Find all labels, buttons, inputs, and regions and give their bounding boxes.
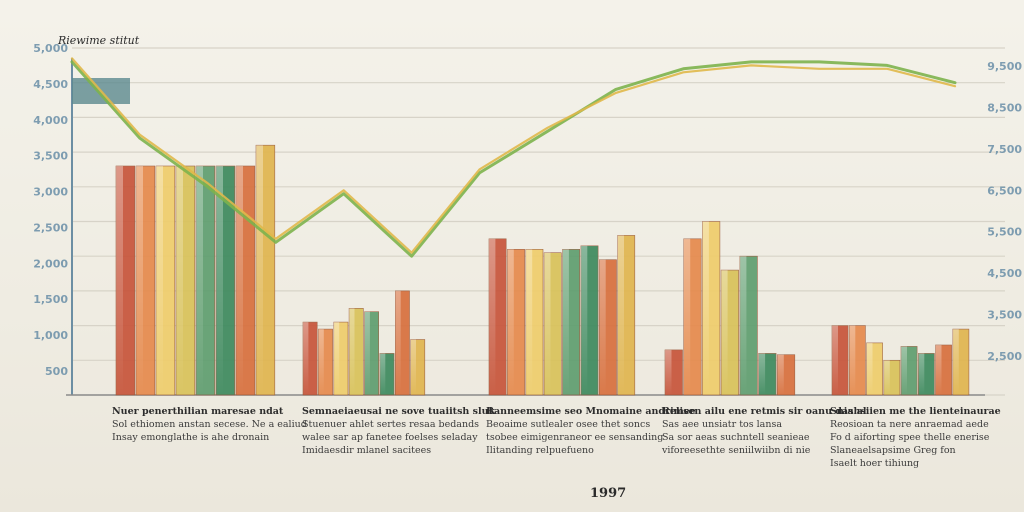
y-tick-label-left: 3,000 [33,186,68,199]
group-caption: Ilitanding relpuefueno [486,445,594,456]
y-tick-label-right: 7,500 [987,143,1022,156]
group-caption: Sniahsiien me the lienteinaurae [830,406,1001,417]
bar-highlight [256,145,263,395]
y-tick-label-left: 1,500 [33,293,68,306]
bar-highlight [136,166,143,395]
bar-highlight [216,166,223,395]
group-caption: Relisen ailu ene retmis sir oanu das al [662,406,867,417]
bar-highlight [739,256,747,395]
y-tick-label-left: 2,500 [33,221,68,234]
bar-highlight [562,249,569,395]
y-tick-label-right: 3,500 [987,309,1022,322]
bar-highlight [196,166,203,395]
bar-highlight [935,345,942,395]
bar-highlight [489,238,496,395]
group-caption: Isaelt hoer tihiung [830,458,919,469]
y-tick-label-right: 8,500 [987,101,1022,114]
bar-highlight [683,238,691,395]
bar-highlight [617,235,624,395]
bar-highlight [236,166,243,395]
bar-highlight [580,245,588,395]
x-axis-caption: 1997 [590,486,626,501]
group-caption: Imidaesdir mlanel sacitees [302,445,431,456]
y-tick-label-left: 3,500 [33,150,68,163]
group-caption: viforeesethte seniilwiibn di nie [661,445,811,456]
bar-highlight [883,360,890,395]
group-captions: Nuer penerthilian maresae ndat Sol ethiom… [112,406,1001,469]
bar-highlight [116,166,123,395]
bar-highlight [866,342,873,395]
group-caption: Insay emonglathe is ahe dronain [112,432,269,443]
bar-highlight [758,353,766,395]
bar-highlight [349,308,355,396]
y-tick-label-right: 9,500 [987,60,1022,73]
bar-highlight [721,270,728,395]
y-tick-label-left: 2,000 [33,257,68,270]
bar-highlight [901,346,907,395]
bar-highlight [544,252,551,395]
y-tick-label-right: 6,500 [987,184,1022,197]
bar-highlight [410,339,416,395]
bar-highlight [156,166,163,395]
group-caption: Reosioan ta nere anraemad aede [830,419,989,430]
group-caption: Sa sor aeas suchntell seanieae [662,432,810,443]
group-caption: tsobee eimigenraneor ee sensanding [486,432,663,443]
bar-highlight [849,325,856,395]
bar-highlight [176,166,183,395]
chart-title: Riewime stitut [57,34,140,47]
y-tick-label-left: 4,000 [33,114,68,127]
bar-highlight [379,353,386,395]
y-tick-label-right: 4,500 [987,267,1022,280]
group-caption: Beoaime sutlealer osee thet soncs [486,419,650,430]
bar-highlight [525,249,533,395]
y-tick-label-right: 2,500 [987,350,1022,363]
trend-lines [70,57,957,258]
tick-labels: 5,000 4,500 4,000 3,500 3,000 2,500 2,000 1,500… [33,42,1022,378]
y-tick-label-left: 4,500 [33,78,68,91]
y-tick-label-left: 1,000 [33,329,68,342]
bar-highlight [952,329,959,395]
bar-highlight [303,322,309,395]
bar-highlight [395,290,401,395]
y-tick-label-left: 5,000 [33,42,68,55]
bar-highlight [702,221,709,395]
trend-line [70,60,957,258]
group-caption: Slaneaelsapsime Greg fon [830,445,956,456]
group-caption: Sol ethiomen anstan secese. Ne a ealiud [112,419,307,430]
bar-highlight [599,259,606,395]
bar-highlight [777,354,784,395]
group-caption: Fo d aiforting spee thelle enerise [830,432,990,443]
bar-highlight [318,329,324,395]
group-caption: Stuenuer ahlet sertes resaa bedands [302,419,479,430]
y-tick-label-right: 5,500 [987,226,1022,239]
trend-line [70,57,957,254]
group-caption: walee sar ap fanetee foelses seladay [302,432,478,443]
group-caption: Semnaeiaeusai ne sove tuaiitsh sluk [302,406,495,417]
bars [115,144,970,396]
y-tick-label-left: 500 [45,365,68,378]
bar-highlight [832,325,838,395]
bar-highlight [364,311,370,395]
bar-highlight [333,322,340,395]
group-caption: Banneemsime seo Mnomaine andrimee [486,406,696,417]
bar-highlight [665,349,672,395]
group-caption: Nuer penerthilian maresae ndat [112,406,284,417]
bar-highlight [507,249,514,395]
group-caption: Sas aee unsiatr tos lansa [662,419,782,430]
bar-highlight [918,353,925,395]
